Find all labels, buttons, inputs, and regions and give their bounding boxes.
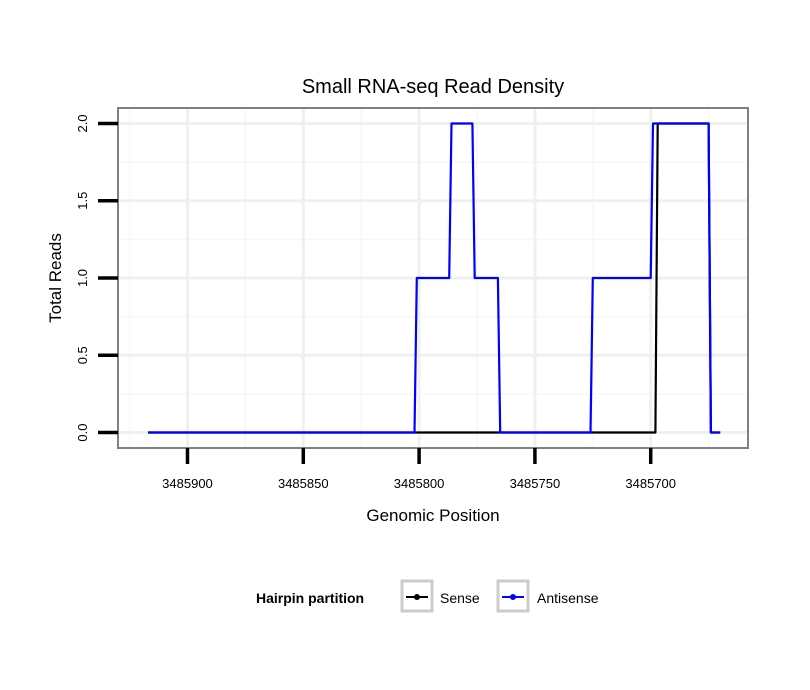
x-tick-label: 3485900 xyxy=(162,476,213,491)
x-tick-label: 3485750 xyxy=(510,476,561,491)
series-lines xyxy=(148,122,721,434)
y-tick-label: 1.0 xyxy=(75,269,90,287)
legend-point-antisense xyxy=(510,594,516,600)
legend-label-sense: Sense xyxy=(440,590,480,606)
y-axis-label: Total Reads xyxy=(46,233,65,323)
y-axis: 0.0 0.5 1.0 1.5 2.0 xyxy=(75,114,118,442)
legend-item-sense: Sense xyxy=(400,579,480,613)
legend-point-sense xyxy=(414,594,420,600)
legend-label-antisense: Antisense xyxy=(537,590,599,606)
y-tick-label: 2.0 xyxy=(75,114,90,132)
legend-title: Hairpin partition xyxy=(256,590,364,606)
x-tick-label: 3485800 xyxy=(394,476,445,491)
legend: Hairpin partition Sense Antisense xyxy=(256,579,599,613)
x-tick-label: 3485700 xyxy=(625,476,676,491)
x-axis: 3485900 3485850 3485800 3485750 3485700 xyxy=(162,448,676,491)
series-line-antisense xyxy=(148,122,721,434)
y-tick-label: 1.5 xyxy=(75,192,90,210)
x-tick-label: 3485850 xyxy=(278,476,329,491)
chart-title: Small RNA-seq Read Density xyxy=(302,76,564,98)
y-tick-label: 0.5 xyxy=(75,346,90,364)
y-tick-label: 0.0 xyxy=(75,424,90,442)
legend-item-antisense: Antisense xyxy=(496,579,599,613)
x-axis-label: Genomic Position xyxy=(366,506,499,525)
